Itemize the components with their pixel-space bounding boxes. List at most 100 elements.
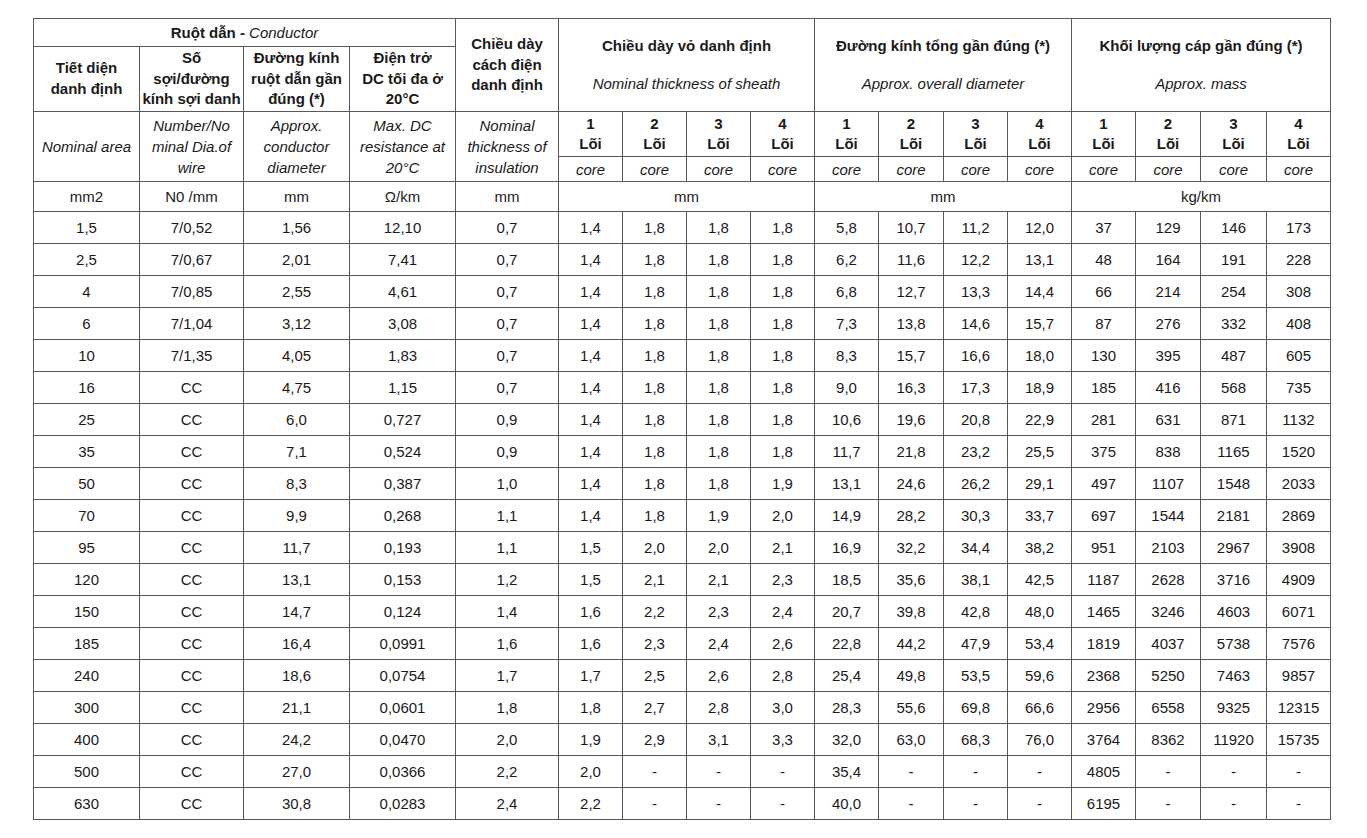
- table-cell: 39,8: [879, 596, 944, 628]
- table-cell: 1,8: [687, 244, 751, 276]
- table-cell: 1,4: [559, 276, 623, 308]
- header-sheath-core-word-3: core: [687, 157, 751, 182]
- table-cell: CC: [140, 724, 244, 756]
- table-cell: 7/0,67: [140, 244, 244, 276]
- table-cell: 30,8: [244, 788, 350, 820]
- header-diameter-core-3: 3Lõi: [944, 112, 1008, 157]
- table-cell: -: [623, 756, 687, 788]
- table-cell: 11,7: [815, 436, 879, 468]
- table-row: 240CC18,60,07541,71,72,52,62,825,449,853…: [34, 660, 1331, 692]
- table-cell: 1,7: [559, 660, 623, 692]
- table-cell: 34,4: [944, 532, 1008, 564]
- table-cell: 1,8: [751, 276, 815, 308]
- table-cell: 8362: [1136, 724, 1201, 756]
- table-cell: 9,9: [244, 500, 350, 532]
- table-cell: 1,8: [751, 244, 815, 276]
- table-cell: 8,3: [815, 340, 879, 372]
- table-cell: 2,5: [34, 244, 140, 276]
- table-cell: 6558: [1136, 692, 1201, 724]
- table-cell: 1,0: [456, 468, 559, 500]
- table-cell: 13,8: [879, 308, 944, 340]
- table-cell: 2,01: [244, 244, 350, 276]
- header-sheath-en: Nominal thickness of sheath: [559, 73, 814, 94]
- table-cell: 1,8: [687, 372, 751, 404]
- table-cell: 12,0: [1008, 212, 1072, 244]
- table-cell: 19,6: [879, 404, 944, 436]
- table-cell: -: [944, 788, 1008, 820]
- table-cell: 16,4: [244, 628, 350, 660]
- table-cell: 2,1: [687, 564, 751, 596]
- table-cell: 1,8: [623, 212, 687, 244]
- header-conductor-group: Ruột dẫn - Conductor: [34, 19, 456, 47]
- table-cell: 68,3: [944, 724, 1008, 756]
- table-cell: 10: [34, 340, 140, 372]
- header-sheath-group: Chiều dày vỏ danh địnhNominal thickness …: [559, 19, 815, 112]
- table-cell: CC: [140, 404, 244, 436]
- table-cell: 42,5: [1008, 564, 1072, 596]
- table-cell: -: [1008, 756, 1072, 788]
- table-cell: 1,8: [623, 244, 687, 276]
- table-cell: 214: [1136, 276, 1201, 308]
- table-cell: 1,5: [34, 212, 140, 244]
- table-body: 1,57/0,521,5612,100,71,41,81,81,85,810,7…: [34, 212, 1331, 820]
- table-cell: 24,6: [879, 468, 944, 500]
- header-sheath-core-word-1: core: [559, 157, 623, 182]
- table-cell: 59,6: [1008, 660, 1072, 692]
- table-cell: 0,268: [350, 500, 456, 532]
- table-cell: 6: [34, 308, 140, 340]
- header-diameter-core-1: 1Lõi: [815, 112, 879, 157]
- table-cell: 2,6: [687, 660, 751, 692]
- table-cell: 49,8: [879, 660, 944, 692]
- table-cell: 0,9: [456, 436, 559, 468]
- table-cell: 1,56: [244, 212, 350, 244]
- table-cell: 254: [1201, 276, 1267, 308]
- table-cell: 1,4: [559, 468, 623, 500]
- unit-sheath: mm: [559, 182, 815, 212]
- table-cell: 30,3: [944, 500, 1008, 532]
- table-cell: 2,4: [751, 596, 815, 628]
- table-cell: 1,15: [350, 372, 456, 404]
- table-cell: 1132: [1267, 404, 1331, 436]
- table-cell: CC: [140, 628, 244, 660]
- table-cell: CC: [140, 692, 244, 724]
- table-cell: -: [623, 788, 687, 820]
- table-cell: 497: [1072, 468, 1136, 500]
- header-mass-group: Khối lượng cáp gần đúng (*)Approx. mass: [1072, 19, 1331, 112]
- table-cell: CC: [140, 564, 244, 596]
- header-mass-core-word-3: core: [1201, 157, 1267, 182]
- table-cell: 1,8: [687, 340, 751, 372]
- table-cell: 2,1: [751, 532, 815, 564]
- table-cell: 240: [34, 660, 140, 692]
- table-cell: 16,6: [944, 340, 1008, 372]
- table-cell: 1,8: [687, 436, 751, 468]
- table-cell: 1,9: [751, 468, 815, 500]
- table-cell: 1,8: [623, 468, 687, 500]
- table-cell: 55,6: [879, 692, 944, 724]
- table-cell: 4909: [1267, 564, 1331, 596]
- table-cell: 0,7: [456, 244, 559, 276]
- table-cell: 1,1: [456, 532, 559, 564]
- table-cell: 13,3: [944, 276, 1008, 308]
- header-sheath-core-3: 3Lõi: [687, 112, 751, 157]
- table-cell: 11,6: [879, 244, 944, 276]
- table-cell: 1,8: [751, 308, 815, 340]
- table-cell: -: [1201, 788, 1267, 820]
- table-cell: 375: [1072, 436, 1136, 468]
- table-cell: 23,2: [944, 436, 1008, 468]
- table-cell: 18,9: [1008, 372, 1072, 404]
- table-cell: 18,0: [1008, 340, 1072, 372]
- table-cell: 48,0: [1008, 596, 1072, 628]
- table-cell: 4,75: [244, 372, 350, 404]
- table-cell: 395: [1136, 340, 1201, 372]
- table-cell: -: [687, 756, 751, 788]
- table-row: 630CC30,80,02832,42,2---40,0---6195---: [34, 788, 1331, 820]
- table-cell: 0,7: [456, 212, 559, 244]
- table-cell: 2956: [1072, 692, 1136, 724]
- table-cell: 11,7: [244, 532, 350, 564]
- header-nominal-area-en: Nominal area: [34, 112, 140, 182]
- table-cell: 1520: [1267, 436, 1331, 468]
- unit-nominal-area: mm2: [34, 182, 140, 212]
- table-cell: 20,8: [944, 404, 1008, 436]
- header-mass-core-2: 2Lõi: [1136, 112, 1201, 157]
- table-cell: 7576: [1267, 628, 1331, 660]
